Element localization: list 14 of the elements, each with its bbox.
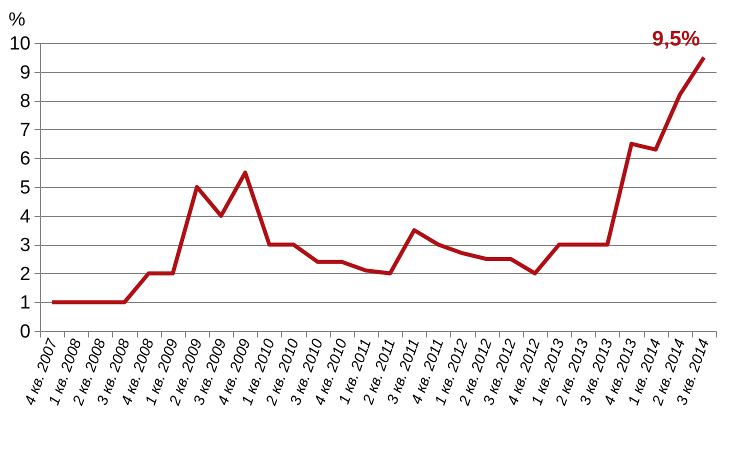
- y-tick-label: 2: [20, 264, 30, 285]
- y-tick-label: 6: [20, 148, 30, 170]
- y-tick-label: 9: [20, 62, 30, 84]
- y-tick-label: 10: [9, 34, 30, 54]
- y-tick-label: 3: [20, 235, 30, 256]
- y-tick-label: 5: [20, 178, 30, 198]
- y-axis-title: %: [8, 10, 26, 30]
- y-tick-label: 1: [20, 292, 30, 314]
- y-tick-label: 0: [20, 322, 30, 342]
- y-tick-label: 8: [20, 91, 30, 112]
- annotation: 9,5%: [652, 27, 700, 50]
- line-series: [50, 55, 706, 304]
- y-tick-label: 7: [20, 120, 30, 141]
- y-tick-label: 4: [20, 206, 31, 228]
